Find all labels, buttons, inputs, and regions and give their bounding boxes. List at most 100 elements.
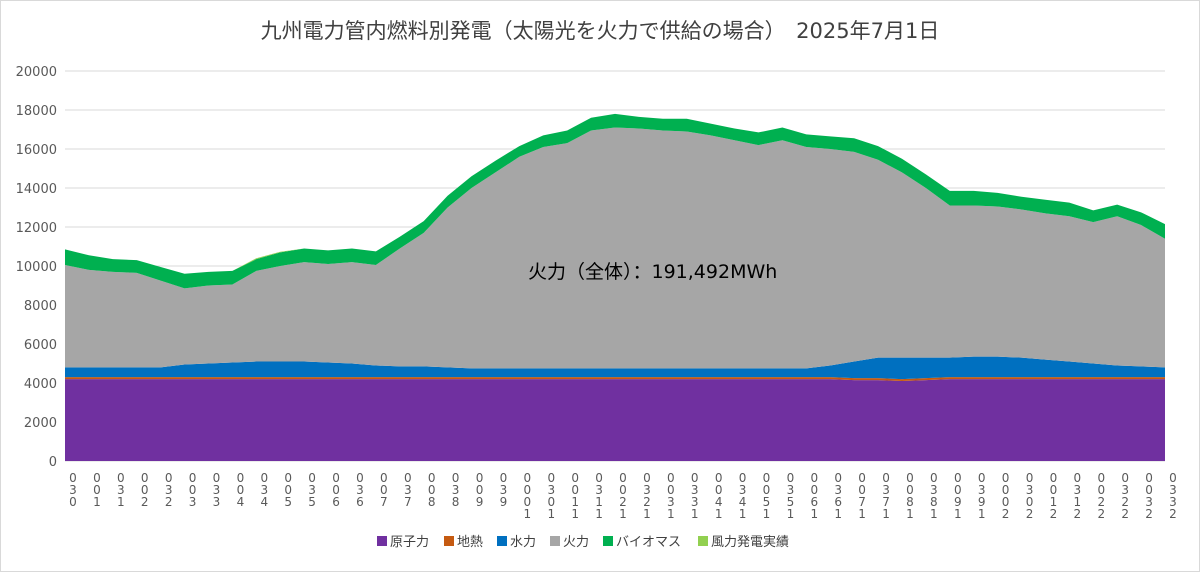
legend-swatch [377, 536, 387, 546]
svg-text:005: 005 [284, 471, 292, 509]
legend-label: 原子力 [390, 535, 429, 550]
chart-title: 九州電力管内燃料別発電（太陽光を火力で供給の場合） 2025年7月1日 [261, 19, 940, 43]
y-tick-label: 10000 [16, 260, 57, 275]
legend-item: バイオマス [603, 535, 681, 550]
svg-text:008: 008 [428, 471, 436, 509]
legend-swatch [550, 536, 560, 546]
legend-label: 水力 [510, 535, 536, 550]
svg-text:031: 031 [117, 471, 125, 509]
y-tick-label: 6000 [24, 338, 57, 353]
area-原子力 [65, 379, 1165, 461]
area-バイオマス [65, 113, 1165, 289]
y-tick-label: 20000 [16, 65, 57, 80]
y-tick-label: 18000 [16, 104, 57, 119]
y-tick-label: 16000 [16, 143, 57, 158]
svg-text:032: 032 [165, 471, 173, 509]
area-地熱 [65, 377, 1165, 382]
legend-label: 風力発電実績 [711, 534, 789, 550]
legend-item: 地熱 [444, 535, 483, 550]
svg-text:030: 030 [69, 471, 77, 509]
legend-swatch [444, 536, 454, 546]
y-tick-label: 4000 [24, 377, 57, 392]
area-水力 [65, 356, 1165, 380]
legend-item: 火力 [550, 535, 589, 550]
svg-text:033: 033 [213, 471, 221, 509]
svg-text:038: 038 [452, 471, 460, 509]
y-tick-label: 2000 [24, 416, 57, 431]
legend-item: 水力 [497, 535, 536, 550]
legend-swatch [497, 536, 507, 546]
legend-label: バイオマス [616, 535, 681, 550]
annotation-thermal-total: 火力（全体）：191,492MWh [528, 261, 777, 283]
svg-text:007: 007 [380, 471, 388, 509]
svg-text:039: 039 [500, 471, 508, 509]
svg-text:035: 035 [308, 471, 316, 509]
svg-text:003: 003 [189, 471, 197, 509]
svg-text:002: 002 [141, 471, 149, 509]
svg-text:006: 006 [332, 471, 340, 509]
y-tick-label: 8000 [24, 299, 57, 314]
svg-text:001: 001 [93, 471, 101, 509]
legend-label: 地熱 [457, 535, 483, 550]
